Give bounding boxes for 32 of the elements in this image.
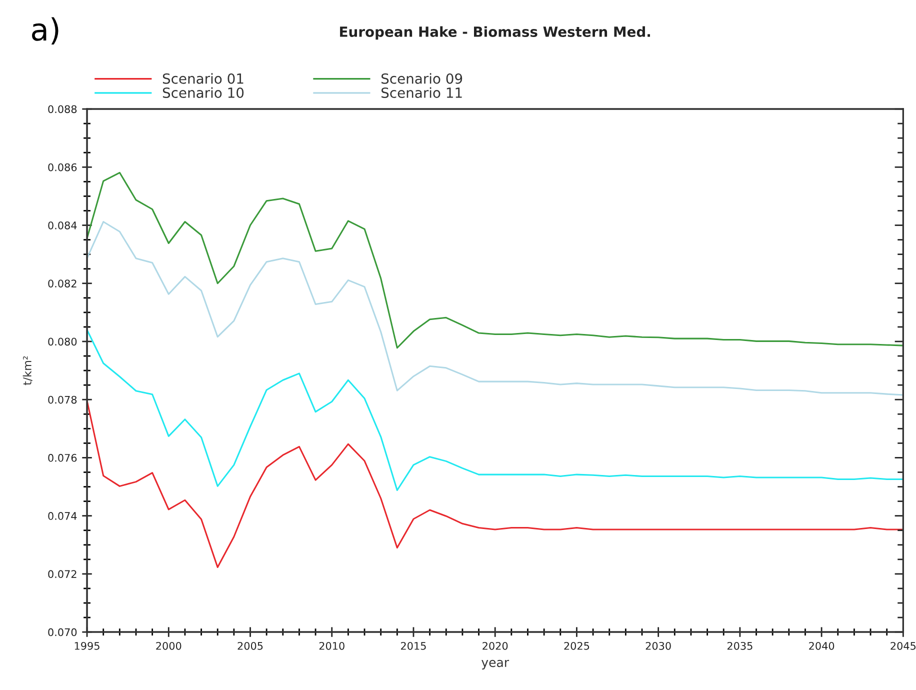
y-tick-label: 0.074 [48,512,77,520]
x-tick-label: 2020 [482,642,508,650]
line-series [87,172,904,349]
x-tick-label: 2045 [890,642,916,650]
text: a) [32,17,58,44]
legend-label: Scenario 10 [162,87,244,98]
y-tick-label: 0.086 [48,163,77,172]
x-tick-label: 2010 [319,642,344,650]
legend-label: Scenario 11 [382,87,462,98]
x-tick-label: 2025 [564,642,590,650]
y-tick-label: 0.088 [48,105,77,114]
legend-label: Scenario 09 [382,73,462,84]
x-tick-label: 2015 [400,642,426,650]
y-tick-label: 0.080 [48,338,77,346]
y-tick-label: 0.076 [48,454,77,462]
x-tick-label: 2030 [646,642,671,650]
y-tick-label: 0.072 [48,570,76,578]
y-tick-label: 0.082 [48,280,76,288]
line-series [87,329,904,492]
x-tick-label: 1995 [74,642,100,650]
y-axis-title: t/km² [22,356,32,386]
y-tick-label: 0.084 [48,221,77,230]
x-tick-label: 2005 [238,642,263,650]
x-axis-title: year [482,660,510,670]
x-tick-label: 2040 [809,642,834,650]
x-tick-label: 2035 [727,642,752,650]
legend-label: Scenario 01 [162,73,244,84]
chart-title: European Hake - Biomass Western Med. [340,26,650,40]
line-series [87,220,904,396]
x-tick-label: 2000 [156,642,182,650]
y-tick-label: 0.070 [48,628,77,636]
y-tick-label: 0.078 [48,396,77,404]
